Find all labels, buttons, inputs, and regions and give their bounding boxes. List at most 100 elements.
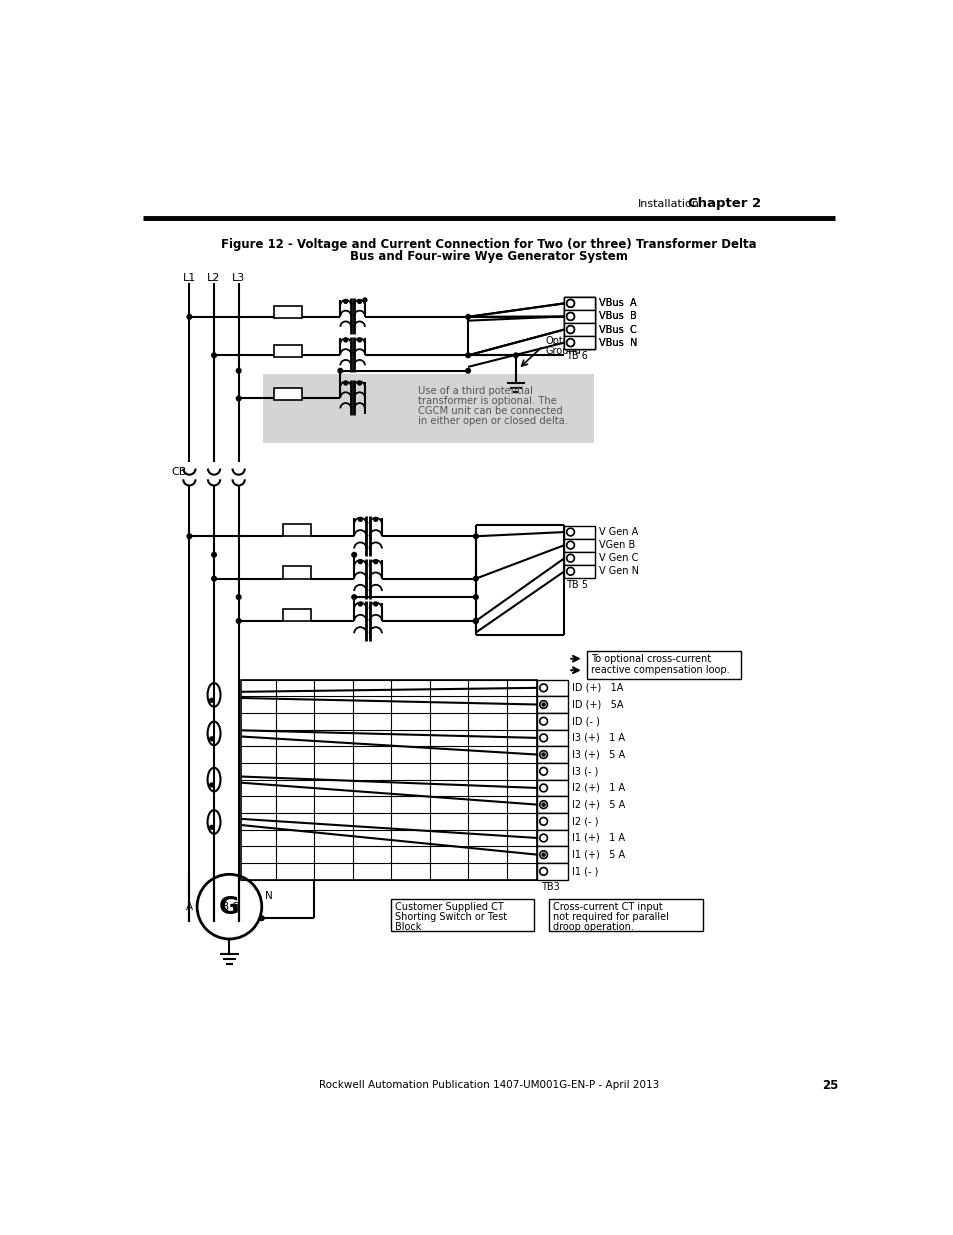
Circle shape — [539, 818, 547, 825]
Circle shape — [374, 559, 377, 563]
Circle shape — [539, 800, 547, 809]
Bar — [537, 830, 568, 846]
Circle shape — [187, 315, 192, 319]
Text: VGen B: VGen B — [598, 540, 635, 550]
Bar — [564, 336, 595, 350]
Bar — [537, 713, 568, 730]
Text: VBus  C: VBus C — [598, 325, 636, 335]
Bar — [274, 345, 301, 357]
Bar — [564, 296, 595, 310]
Text: TB3: TB3 — [540, 882, 559, 892]
Circle shape — [566, 312, 574, 320]
Circle shape — [473, 595, 477, 599]
Bar — [537, 679, 568, 697]
Text: I3 (- ): I3 (- ) — [572, 766, 598, 777]
Text: transformer is optional. The: transformer is optional. The — [417, 395, 557, 406]
Bar — [537, 746, 568, 763]
Circle shape — [541, 703, 544, 706]
Circle shape — [539, 751, 547, 758]
Text: I2 (+)   1 A: I2 (+) 1 A — [572, 783, 624, 793]
Circle shape — [539, 734, 547, 742]
Bar — [283, 609, 311, 621]
Text: Fuse: Fuse — [286, 525, 308, 535]
Circle shape — [473, 619, 477, 624]
Bar — [564, 296, 595, 310]
Circle shape — [352, 552, 356, 557]
Circle shape — [358, 603, 362, 606]
Bar — [564, 526, 595, 538]
Text: Cross-current CT input: Cross-current CT input — [552, 902, 662, 911]
Circle shape — [539, 784, 547, 792]
Circle shape — [566, 300, 574, 308]
Text: VBus  N: VBus N — [598, 337, 637, 347]
Circle shape — [541, 753, 544, 756]
Circle shape — [566, 312, 574, 320]
Circle shape — [374, 603, 377, 606]
Text: Fuse: Fuse — [286, 567, 308, 578]
Circle shape — [352, 595, 356, 599]
Circle shape — [539, 767, 547, 776]
Text: B: B — [221, 902, 229, 911]
Text: VBus  A: VBus A — [598, 299, 636, 309]
Circle shape — [210, 698, 213, 703]
Bar — [537, 797, 568, 813]
Circle shape — [473, 619, 477, 624]
Bar — [564, 296, 595, 350]
Text: V Gen A: V Gen A — [598, 527, 638, 537]
Text: Fuse: Fuse — [276, 308, 299, 317]
Circle shape — [357, 300, 361, 304]
Circle shape — [343, 338, 347, 342]
Text: I1 (- ): I1 (- ) — [572, 867, 598, 877]
Circle shape — [539, 700, 547, 709]
Circle shape — [566, 555, 574, 562]
Circle shape — [236, 368, 241, 373]
Text: VBus  C: VBus C — [598, 325, 636, 335]
Circle shape — [566, 338, 574, 347]
Circle shape — [513, 353, 517, 358]
Circle shape — [363, 298, 367, 301]
Circle shape — [566, 300, 574, 308]
Circle shape — [541, 803, 544, 806]
Bar — [391, 899, 533, 931]
Text: VBus  N: VBus N — [598, 337, 637, 347]
Text: Fuse: Fuse — [276, 346, 299, 356]
Bar — [564, 310, 595, 324]
Text: in either open or closed delta.: in either open or closed delta. — [417, 416, 567, 426]
Text: Fuse: Fuse — [286, 610, 308, 620]
Text: TB 6: TB 6 — [565, 351, 587, 361]
Text: reactive compensation loop.: reactive compensation loop. — [591, 666, 729, 676]
Circle shape — [343, 300, 347, 304]
Bar — [274, 388, 301, 400]
Circle shape — [337, 368, 342, 373]
Text: To optional cross-current: To optional cross-current — [591, 655, 711, 664]
Circle shape — [566, 326, 574, 333]
Circle shape — [374, 517, 377, 521]
Circle shape — [343, 382, 347, 385]
Text: VBus  B: VBus B — [598, 311, 636, 321]
Circle shape — [358, 517, 362, 521]
Circle shape — [259, 916, 264, 920]
Bar — [537, 813, 568, 830]
Text: G: G — [219, 894, 239, 919]
Text: VBus  B: VBus B — [598, 311, 636, 321]
Bar — [537, 779, 568, 797]
Text: L3: L3 — [232, 273, 245, 283]
Bar — [241, 679, 537, 879]
Text: Figure 12 - Voltage and Current Connection for Two (or three) Transformer Delta: Figure 12 - Voltage and Current Connecti… — [221, 238, 756, 251]
Circle shape — [236, 595, 241, 599]
Circle shape — [566, 326, 574, 333]
Text: Block: Block — [395, 921, 421, 931]
Circle shape — [465, 368, 470, 373]
Text: droop operation.: droop operation. — [552, 921, 633, 931]
Text: V Gen N: V Gen N — [598, 567, 639, 577]
Circle shape — [465, 315, 470, 319]
Bar — [548, 899, 702, 931]
Circle shape — [566, 567, 574, 576]
Bar — [537, 730, 568, 746]
Text: L2: L2 — [207, 273, 220, 283]
Text: Fuse: Fuse — [276, 389, 299, 399]
Bar — [564, 310, 595, 324]
Circle shape — [210, 737, 213, 741]
Circle shape — [539, 867, 547, 876]
Text: Shorting Switch or Test: Shorting Switch or Test — [395, 911, 507, 921]
